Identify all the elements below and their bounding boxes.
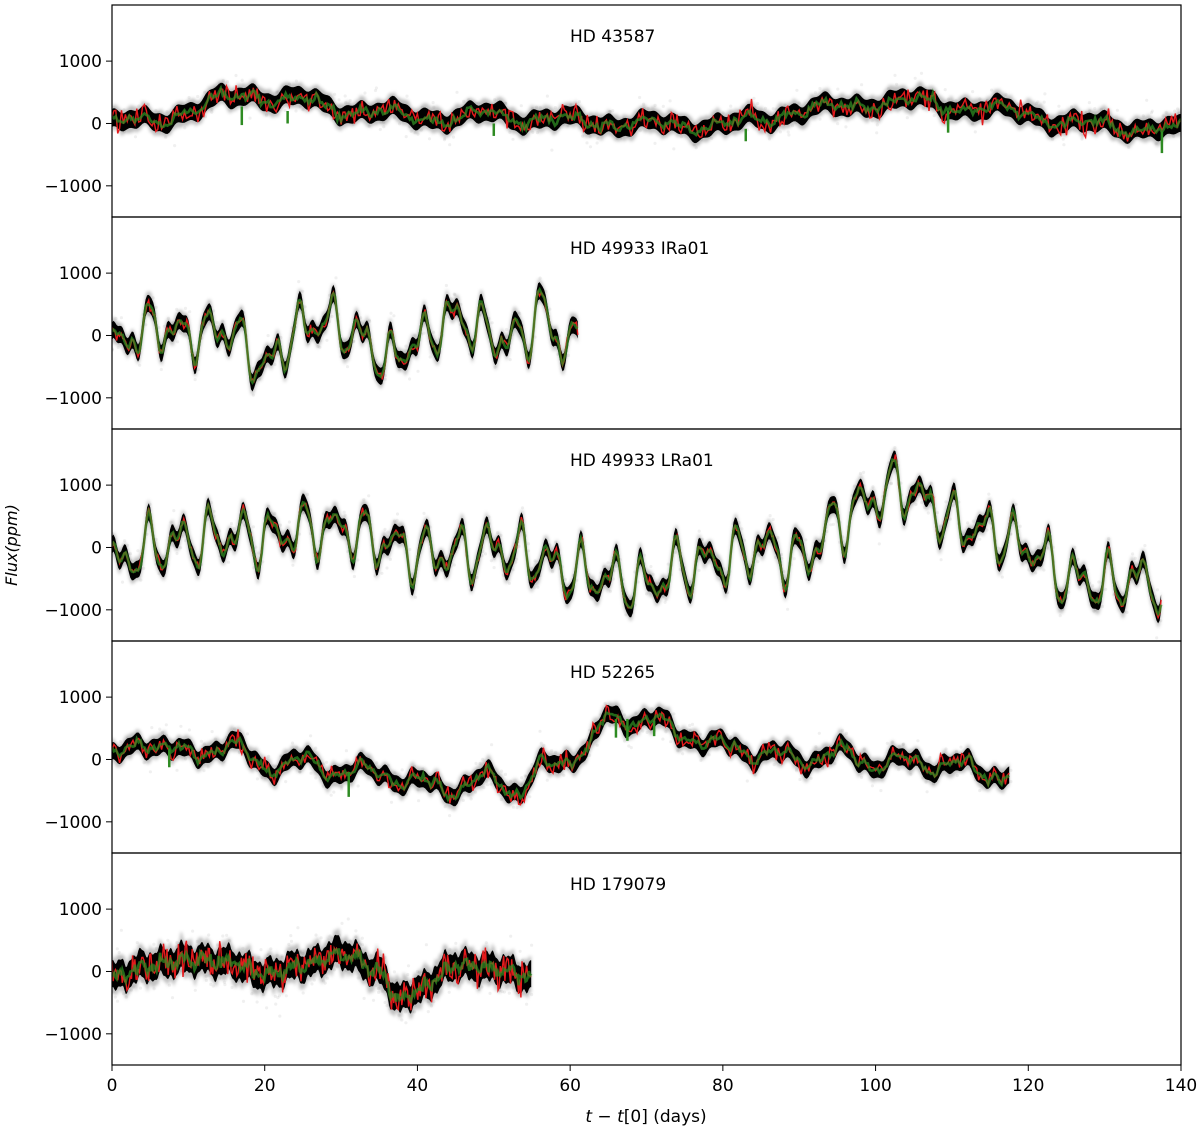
y-tick-label: −1000 [44, 813, 102, 833]
panel-5 [112, 917, 534, 1025]
y-tick-label: −1000 [44, 601, 102, 621]
x-tick-label: 60 [559, 1076, 581, 1096]
y-tick-label: 1000 [59, 476, 102, 496]
x-tick-label: 140 [1165, 1076, 1197, 1096]
x-axis-label: t − t[0] (days) [585, 1107, 706, 1127]
frames-layer: −1000 0 1000 HD 43587 −1000 0 1000 HD 49933 IRa… [44, 4, 1182, 1066]
y-tick-label: 0 [91, 962, 102, 982]
y-tick-label: 0 [91, 114, 102, 134]
model-green-line [112, 947, 533, 1005]
model-green-line [112, 457, 1163, 617]
y-tick-label: −1000 [44, 1025, 102, 1045]
model-green-line [112, 710, 1010, 803]
x-tick-label: 80 [712, 1076, 734, 1096]
panel-title: HD 179079 [570, 875, 666, 895]
y-tick-label: 1000 [59, 688, 102, 708]
observed-halo [112, 447, 1162, 628]
panel-title: HD 49933 IRa01 [570, 239, 709, 259]
x-tick-label: 0 [107, 1076, 118, 1096]
y-tick-label: 0 [91, 538, 102, 558]
model-green-line [112, 84, 1181, 139]
panel-4 [112, 701, 1013, 818]
panel-title: HD 52265 [570, 663, 655, 683]
panel-title: HD 43587 [570, 27, 655, 47]
model-green-line [112, 286, 579, 385]
x-tick-label: 120 [1012, 1076, 1044, 1096]
observed-band [112, 450, 1162, 624]
x-tick-label: 100 [859, 1076, 891, 1096]
y-tick-label: 1000 [59, 52, 102, 72]
x-tick-label: 20 [254, 1076, 276, 1096]
panels-layer [112, 71, 1181, 1025]
model-red-line [112, 454, 1162, 620]
y-tick-label: −1000 [44, 177, 102, 197]
y-tick-label: −1000 [44, 389, 102, 409]
panel-frame [111, 852, 1182, 1066]
panel-title: HD 49933 LRa01 [570, 451, 714, 471]
y-axis-label: Flux(ppm) [2, 504, 21, 586]
x-tick-label: 40 [407, 1076, 429, 1096]
y-tick-label: 1000 [59, 264, 102, 284]
panel-2 [112, 276, 580, 397]
observed-halo [112, 278, 578, 395]
panel-1 [112, 71, 1181, 154]
y-tick-label: 1000 [59, 900, 102, 920]
y-tick-label: 0 [91, 750, 102, 770]
x-axis: 0 20 40 60 80 100 120 140 [107, 1065, 1197, 1096]
panel-3 [112, 446, 1163, 640]
y-tick-label: 0 [91, 326, 102, 346]
